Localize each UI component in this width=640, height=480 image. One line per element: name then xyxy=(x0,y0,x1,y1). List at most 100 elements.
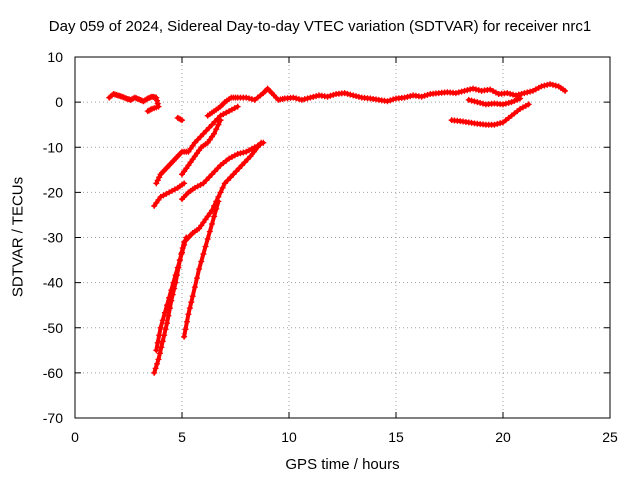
data-point xyxy=(206,124,213,131)
data-point xyxy=(507,90,514,97)
data-point xyxy=(310,93,317,100)
data-point xyxy=(189,293,196,300)
data-point xyxy=(159,317,166,324)
data-point xyxy=(219,184,226,191)
data-point xyxy=(224,177,231,184)
data-point xyxy=(324,93,331,100)
data-point xyxy=(541,82,548,89)
data-point xyxy=(401,94,408,101)
data-point xyxy=(208,171,215,178)
data-point xyxy=(464,87,471,94)
data-point xyxy=(505,99,512,106)
data-point xyxy=(202,243,209,250)
data-point xyxy=(170,279,177,286)
data-point xyxy=(181,168,188,175)
data-point xyxy=(461,87,468,94)
data-point xyxy=(527,88,534,95)
data-point xyxy=(191,153,198,160)
data-point xyxy=(237,150,244,157)
y-axis-label: SDTVAR / TECUs xyxy=(9,176,27,298)
data-point xyxy=(307,94,314,101)
data-point xyxy=(191,139,198,146)
data-point xyxy=(153,180,160,187)
data-point xyxy=(153,94,160,101)
data-point xyxy=(211,213,218,220)
data-point xyxy=(185,148,192,155)
data-point xyxy=(168,287,175,294)
data-point xyxy=(421,92,428,99)
data-point xyxy=(313,93,320,100)
data-point xyxy=(179,171,185,178)
x-tick-label: 15 xyxy=(388,429,404,445)
data-point xyxy=(203,127,210,134)
data-point xyxy=(181,242,188,249)
data-point xyxy=(234,151,241,158)
data-point xyxy=(330,91,337,98)
data-point xyxy=(549,81,556,88)
data-point xyxy=(524,89,531,96)
data-point xyxy=(407,93,414,100)
data-point xyxy=(211,118,218,125)
data-point xyxy=(179,249,185,256)
data-point xyxy=(204,213,211,220)
data-point xyxy=(161,309,168,316)
data-point xyxy=(384,98,391,105)
data-point xyxy=(196,225,203,232)
data-point xyxy=(475,87,482,94)
data-point xyxy=(183,318,190,325)
data-point xyxy=(200,219,207,226)
data-point xyxy=(165,312,172,319)
data-point xyxy=(452,90,459,97)
data-point xyxy=(474,99,481,106)
data-point xyxy=(238,162,245,169)
data-point xyxy=(355,93,362,100)
data-point xyxy=(217,117,224,124)
data-point xyxy=(213,126,220,133)
data-point xyxy=(512,92,519,99)
data-point xyxy=(181,180,188,187)
data-point xyxy=(182,326,189,333)
data-point xyxy=(465,96,472,103)
data-point xyxy=(251,148,258,155)
data-point xyxy=(189,156,196,163)
data-point xyxy=(243,94,250,101)
data-point xyxy=(511,97,518,104)
x-axis-label: GPS time / hours xyxy=(285,456,400,473)
data-point xyxy=(471,98,478,105)
data-point xyxy=(509,91,516,98)
data-point xyxy=(500,101,506,108)
data-point xyxy=(215,121,222,128)
data-point xyxy=(254,144,261,151)
data-point xyxy=(477,99,484,106)
data-point xyxy=(154,100,161,107)
data-point xyxy=(244,156,251,163)
data-point xyxy=(194,136,201,143)
data-point xyxy=(183,234,190,241)
x-tick-label: 20 xyxy=(495,429,511,445)
x-tick-label: 0 xyxy=(71,429,79,445)
y-tick-label: -60 xyxy=(43,365,63,381)
data-point xyxy=(154,360,161,367)
data-point xyxy=(472,86,479,93)
data-point xyxy=(211,168,218,175)
data-point xyxy=(198,222,205,229)
data-point xyxy=(230,171,237,178)
data-point xyxy=(353,93,360,100)
data-point xyxy=(186,305,193,312)
data-point xyxy=(179,117,185,124)
data-point xyxy=(468,97,475,104)
data-point xyxy=(153,347,160,354)
data-point xyxy=(206,228,213,235)
data-point xyxy=(301,96,308,103)
data-point xyxy=(491,121,498,128)
y-tick-label: -50 xyxy=(43,320,63,336)
y-axis-ticks: 10 0 -10 -20 -30 -40 -50 -60 -70 xyxy=(43,49,610,426)
data-point xyxy=(156,350,163,357)
data-point xyxy=(347,91,354,98)
data-point xyxy=(155,356,162,363)
data-point xyxy=(525,101,532,108)
data-point xyxy=(502,100,509,107)
data-point xyxy=(467,86,474,93)
data-point xyxy=(206,174,213,181)
